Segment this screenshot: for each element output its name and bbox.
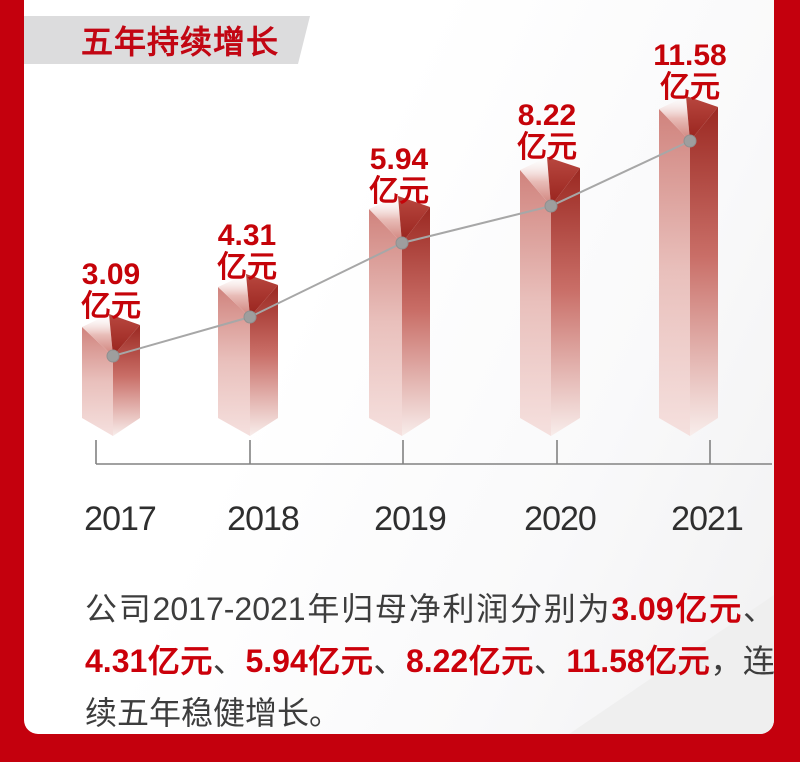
summary-segment-7: 8.22亿元 — [405, 643, 534, 679]
content-card — [24, 0, 774, 734]
summary-segment-1: 3.09亿元 — [611, 591, 743, 627]
summary-segment-8: 、 — [533, 643, 567, 679]
summary-segment-9: 11.58亿元 — [566, 643, 711, 679]
summary-segment-4: 、 — [212, 643, 246, 679]
summary-segment-5: 5.94亿元 — [245, 643, 374, 679]
summary-segment-10: ，连续五年稳健增长。 — [85, 643, 775, 731]
page-title: 五年持续增长 — [80, 24, 279, 60]
summary-paragraph: 公司2017-2021年归母净利润分别为3.09亿元、4.31亿元、5.94亿元… — [85, 583, 775, 739]
summary-segment-0: 公司2017-2021年归母净利润分别为 — [85, 591, 612, 627]
summary-segment-6: 、 — [373, 643, 406, 679]
summary-segment-3: 4.31亿元 — [85, 643, 213, 679]
title-badge: 五年持续增长 — [24, 16, 310, 64]
summary-segment-2: 、 — [742, 591, 775, 627]
